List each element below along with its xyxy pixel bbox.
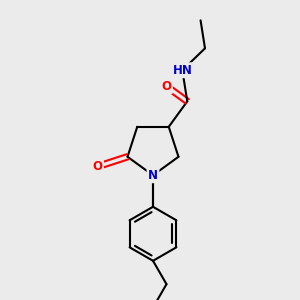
- Text: N: N: [148, 169, 158, 182]
- Text: HN: HN: [172, 64, 192, 77]
- Text: O: O: [161, 80, 171, 93]
- Text: O: O: [93, 160, 103, 173]
